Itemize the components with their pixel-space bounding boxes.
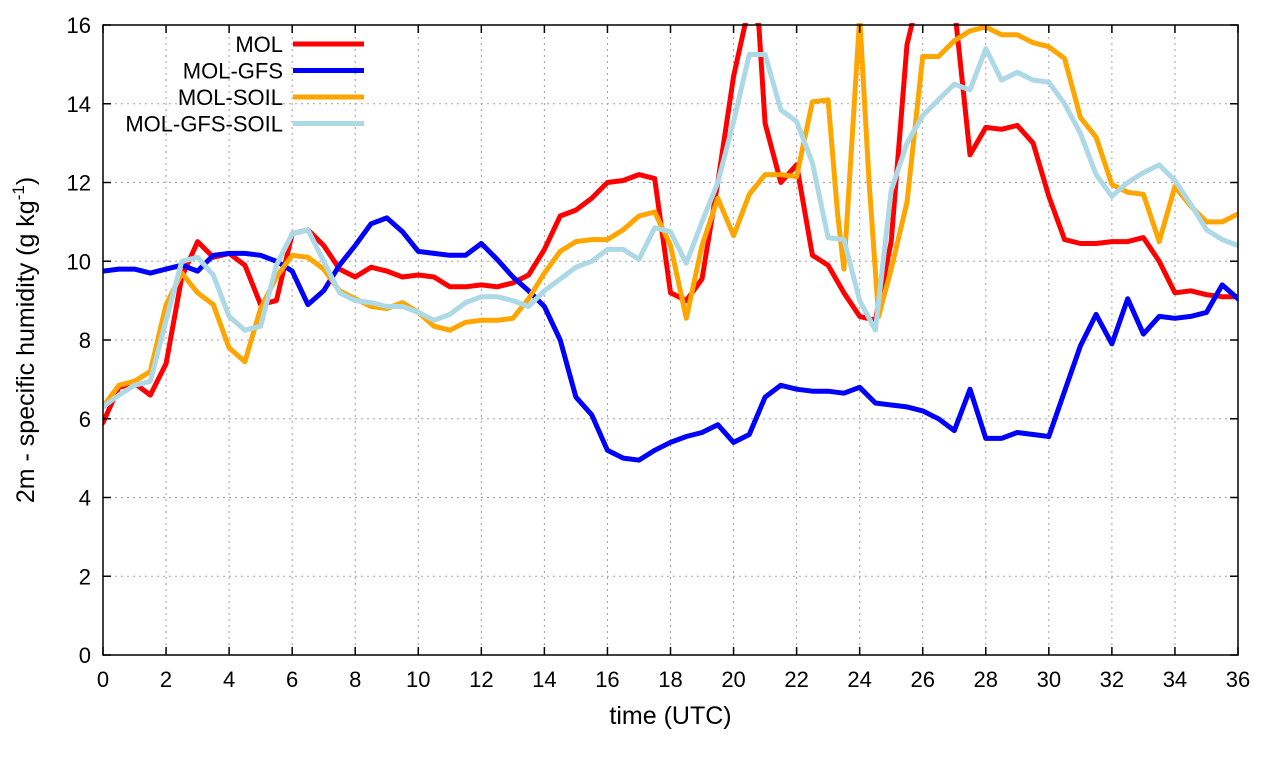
y-tick-label: 12 — [67, 171, 91, 196]
y-tick-label: 16 — [67, 13, 91, 38]
x-tick-label: 0 — [97, 667, 109, 692]
x-tick-label: 22 — [784, 667, 808, 692]
y-axis-title-main: 2m - specific humidity (g kg — [12, 200, 40, 503]
x-tick-label: 14 — [532, 667, 556, 692]
series-line-mol-gfs — [103, 215, 1238, 463]
y-tick-label: 8 — [79, 328, 91, 353]
series-lines — [103, 23, 1238, 463]
x-tick-label: 16 — [595, 667, 619, 692]
legend-label-mol-gfs-soil: MOL-GFS-SOIL — [125, 112, 283, 137]
x-tick-label: 18 — [658, 667, 682, 692]
x-tick-label: 8 — [349, 667, 361, 692]
x-tick-label: 30 — [1037, 667, 1061, 692]
y-tick-label: 10 — [67, 249, 91, 274]
y-tick-label: 2 — [79, 564, 91, 589]
legend-label-mol-gfs: MOL-GFS — [183, 59, 283, 84]
x-tick-label: 4 — [223, 667, 235, 692]
x-tick-label: 32 — [1100, 667, 1124, 692]
x-tick-label: 20 — [721, 667, 745, 692]
series-line-mol-gfs-soil — [103, 46, 1238, 410]
y-tick-label: 6 — [79, 407, 91, 432]
y-tick-label: 0 — [79, 643, 91, 668]
y-axis-title: 2m - specific humidity (g kg-1) — [9, 177, 40, 503]
series-line-mol-soil — [103, 23, 1238, 410]
x-tick-label: 6 — [286, 667, 298, 692]
x-tick-label: 2 — [160, 667, 172, 692]
y-axis-title-close: ) — [12, 177, 40, 185]
x-tick-label: 24 — [847, 667, 871, 692]
axis-ticks: 0 2 4 6 8 10 12 14 16 18 20 22 24 26 28 30 32 34 360246810… — [67, 13, 1251, 692]
x-tick-label: 10 — [406, 667, 430, 692]
y-tick-label: 4 — [79, 486, 91, 511]
x-tick-label: 28 — [974, 667, 998, 692]
x-tick-label: 12 — [469, 667, 493, 692]
y-axis-title-superscript: -1 — [9, 185, 28, 200]
x-tick-label: 34 — [1163, 667, 1187, 692]
x-tick-label: 26 — [910, 667, 934, 692]
x-tick-label: 36 — [1226, 667, 1250, 692]
x-axis-title: time (UTC) — [609, 702, 731, 730]
y-tick-label: 14 — [67, 92, 91, 117]
legend-label-mol: MOL — [235, 32, 283, 57]
legend-label-mol-soil: MOL-SOIL — [178, 85, 283, 110]
